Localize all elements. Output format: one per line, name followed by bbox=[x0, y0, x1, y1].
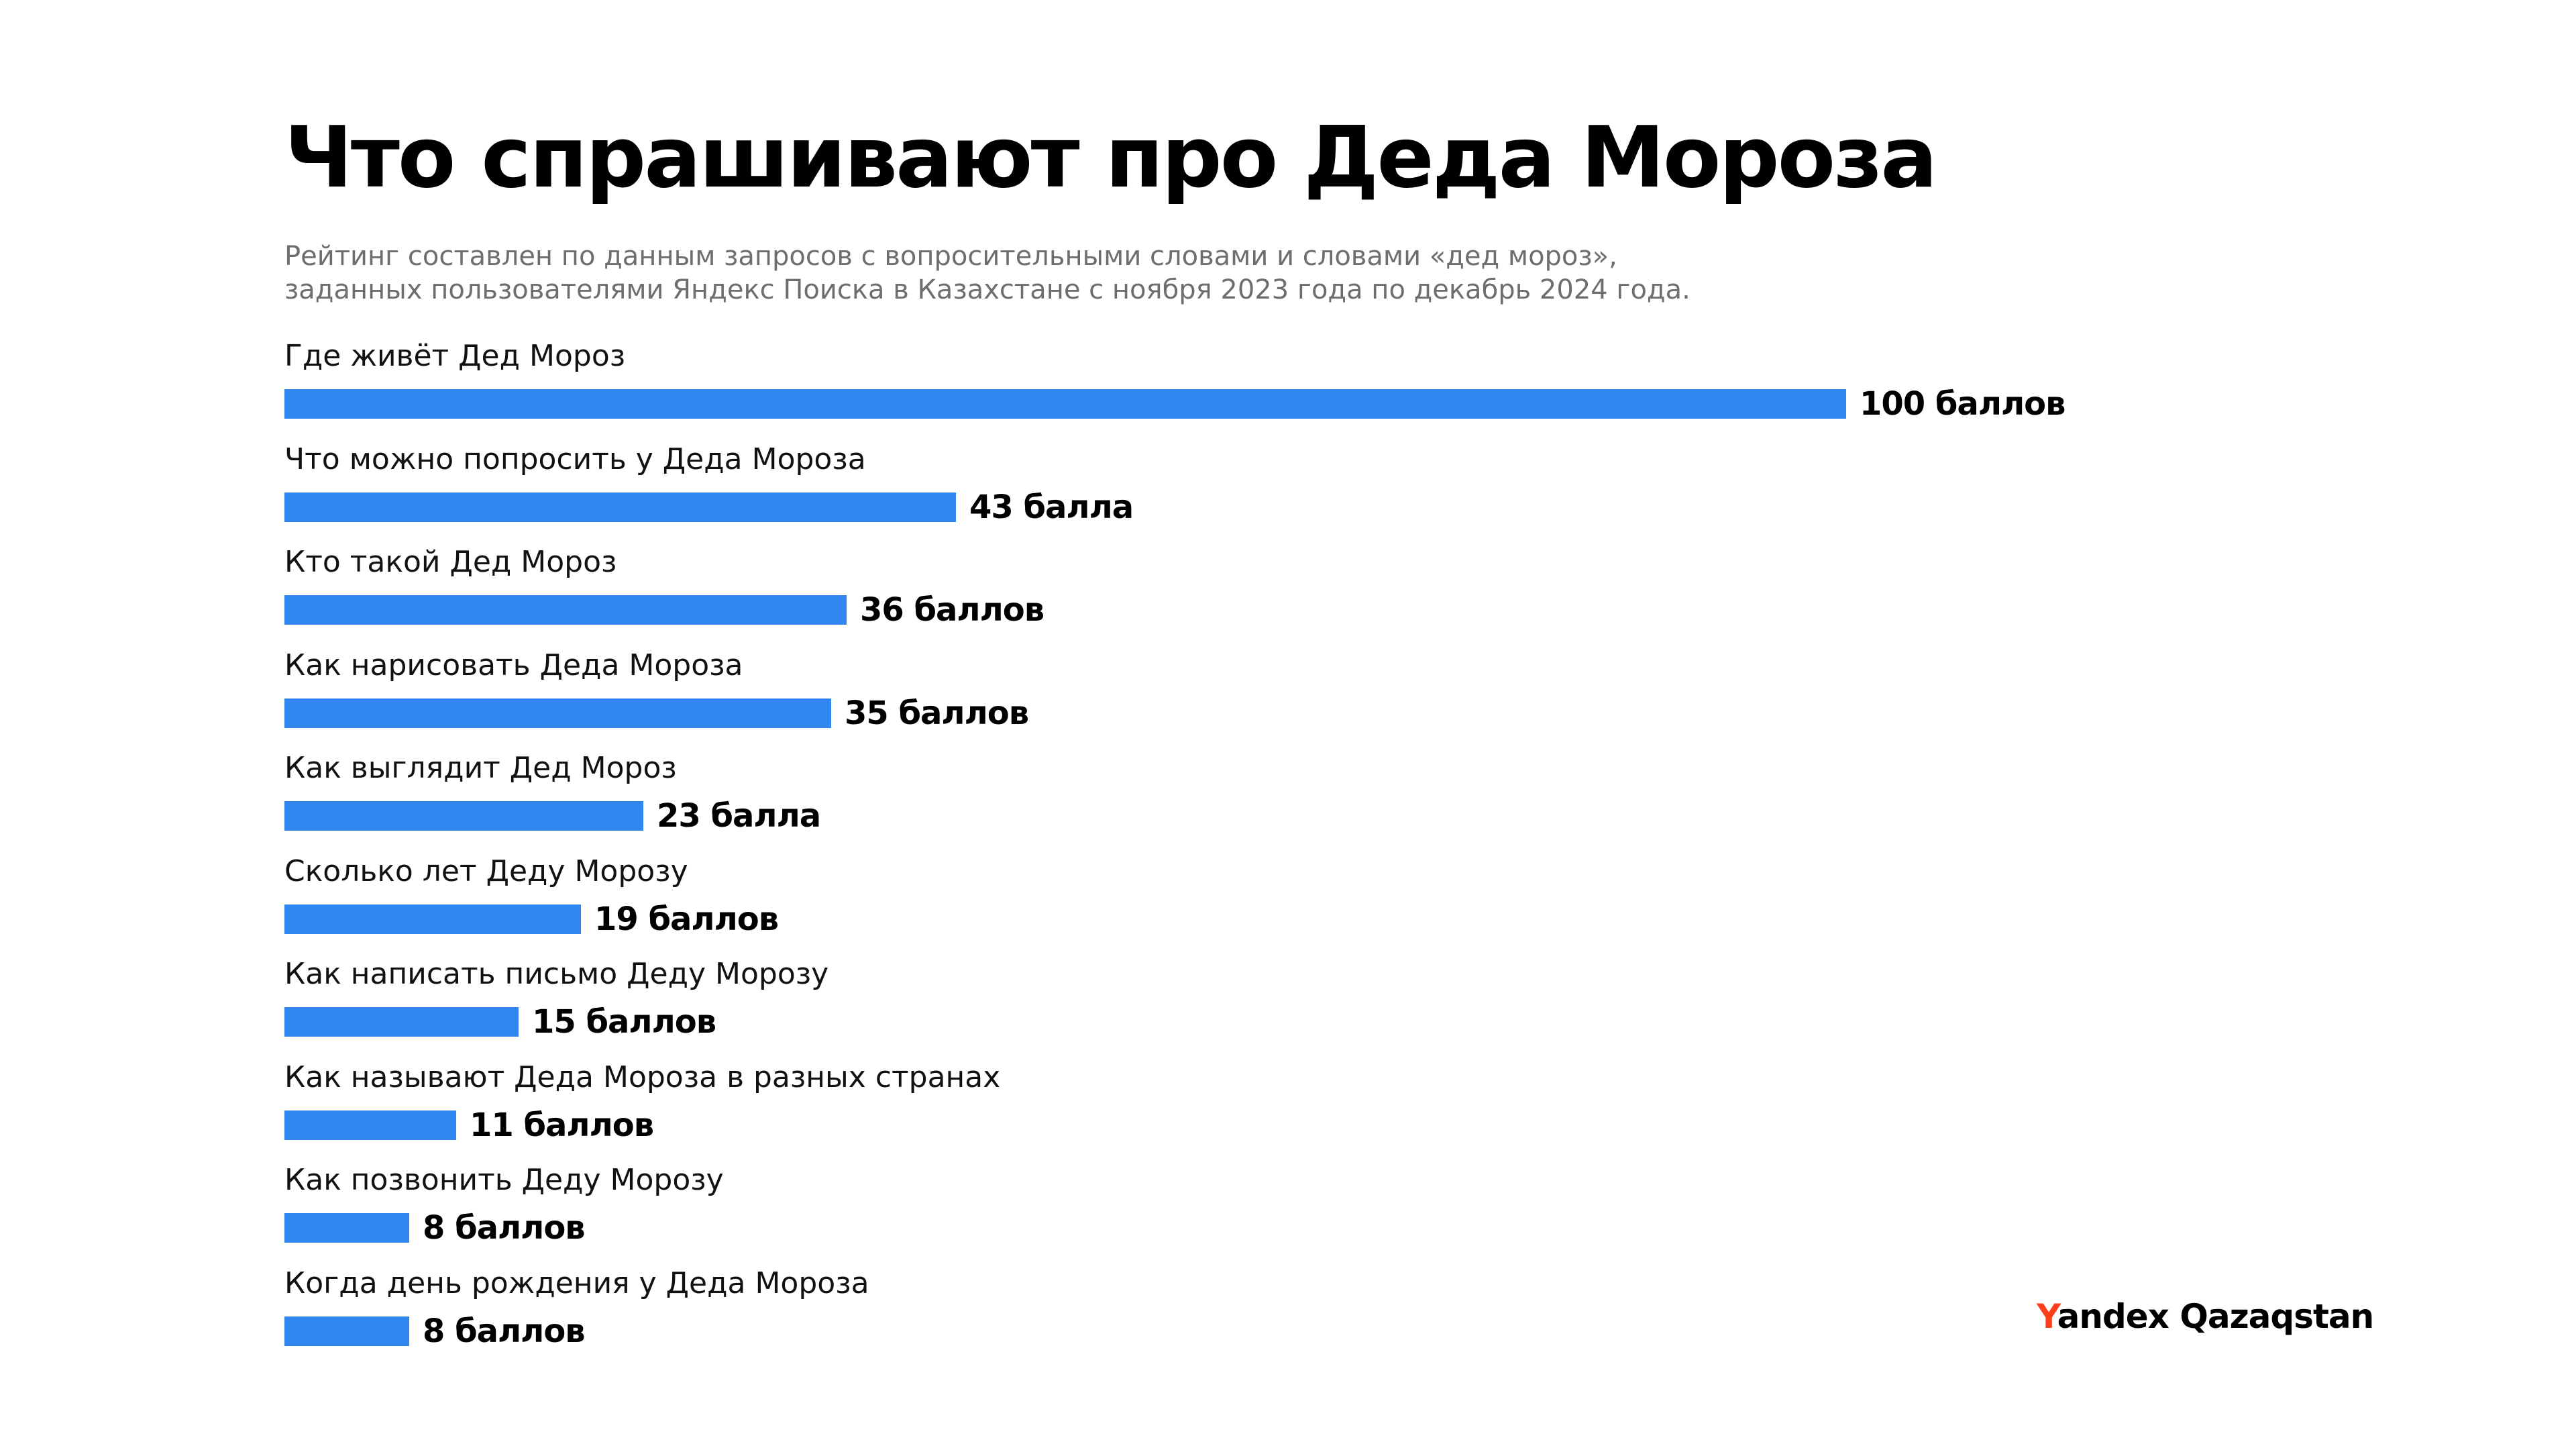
category-label: Сколько лет Деду Морозу bbox=[284, 854, 688, 888]
bar bbox=[284, 595, 847, 625]
category-label: Как выглядит Дед Мороз bbox=[284, 751, 677, 785]
bar bbox=[284, 698, 831, 728]
category-label: Что можно попросить у Деда Мороза bbox=[284, 442, 866, 476]
value-label: 100 баллов bbox=[1860, 385, 2065, 423]
bar bbox=[284, 1213, 409, 1243]
category-label: Как называют Деда Мороза в разных страна… bbox=[284, 1059, 1001, 1094]
bar-chart: Где живёт Дед Мороз 100 баллов Что можно п… bbox=[284, 335, 2297, 1369]
value-label: 43 балла bbox=[969, 488, 1134, 526]
bar-row: Как выглядит Дед Мороз 23 балла bbox=[284, 747, 2297, 849]
bar-row: Где живёт Дед Мороз 100 баллов bbox=[284, 335, 2297, 437]
bar bbox=[284, 801, 643, 831]
value-label: 36 баллов bbox=[860, 591, 1044, 629]
bar-row: Как написать письмо Деду Морозу 15 баллов bbox=[284, 953, 2297, 1055]
bar bbox=[284, 1110, 456, 1140]
category-label: Как позвонить Деду Морозу bbox=[284, 1163, 724, 1197]
category-label: Где живёт Дед Мороз bbox=[284, 339, 626, 373]
bar bbox=[284, 389, 1846, 419]
bar-row: Как позвонить Деду Морозу 8 баллов bbox=[284, 1159, 2297, 1261]
category-label: Кто такой Дед Мороз bbox=[284, 545, 617, 579]
subtitle-line-1: Рейтинг составлен по данным запросов с в… bbox=[284, 241, 1617, 272]
bar-row: Когда день рождения у Деда Мороза 8 балло… bbox=[284, 1263, 2297, 1365]
bar bbox=[284, 1007, 519, 1037]
value-label: 35 баллов bbox=[845, 694, 1029, 732]
chart-title: Что спрашивают про Деда Мороза bbox=[284, 108, 1937, 207]
bar bbox=[284, 492, 956, 522]
bar bbox=[284, 1316, 409, 1346]
value-label: 15 баллов bbox=[532, 1003, 716, 1041]
bar-row: Как называют Деда Мороза в разных страна… bbox=[284, 1057, 2297, 1159]
yandex-qazaqstan-logo: Yandex Qazaqstan bbox=[2037, 1295, 2375, 1338]
bar-row: Что можно попросить у Деда Мороза 43 балл… bbox=[284, 439, 2297, 541]
value-label: 8 баллов bbox=[423, 1209, 586, 1247]
value-label: 11 баллов bbox=[470, 1106, 654, 1144]
category-label: Как нарисовать Деда Мороза bbox=[284, 648, 743, 682]
chart-subtitle: Рейтинг составлен по данным запросов с в… bbox=[284, 240, 2029, 307]
logo-text: andex Qazaqstan bbox=[2057, 1297, 2375, 1336]
category-label: Когда день рождения у Деда Мороза bbox=[284, 1265, 869, 1300]
bar bbox=[284, 904, 581, 934]
value-label: 8 баллов bbox=[423, 1312, 586, 1350]
bar-row: Сколько лет Деду Морозу 19 баллов bbox=[284, 851, 2297, 953]
value-label: 23 балла bbox=[657, 797, 821, 835]
category-label: Как написать письмо Деду Морозу bbox=[284, 957, 829, 991]
subtitle-line-2: заданных пользователями Яндекс Поиска в … bbox=[284, 274, 1690, 305]
value-label: 19 баллов bbox=[594, 900, 779, 938]
bar-row: Как нарисовать Деда Мороза 35 баллов bbox=[284, 645, 2297, 747]
logo-letter-y: Y bbox=[2037, 1297, 2058, 1336]
bar-row: Кто такой Дед Мороз 36 баллов bbox=[284, 541, 2297, 643]
